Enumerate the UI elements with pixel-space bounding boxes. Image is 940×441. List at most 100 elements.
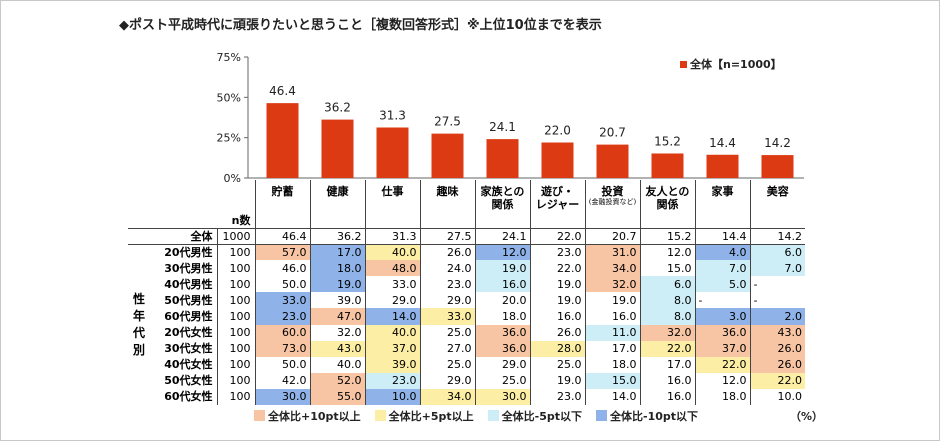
row-label: 50代男性: [164, 293, 213, 307]
table-row-total: 全体 1000 46.4 36.2 31.3 27.5 24.1 22.0 20.7 15.2 14…: [128, 228, 805, 245]
table-cell: 46.4: [254, 228, 310, 245]
table-cell: 7.0: [749, 260, 805, 277]
table-cell: 22.0: [529, 228, 585, 245]
category-header: 仕事: [364, 180, 420, 229]
row-n: 100: [216, 356, 255, 373]
row-n: 100: [216, 276, 255, 293]
table-cell: 31.3: [364, 228, 420, 245]
category-label: 家事: [711, 185, 734, 198]
table-cell: 10.0: [749, 388, 805, 406]
table-row: 30代男性 100 46.0 18.0 48.0 24.0 19.0 22.0 34.0 15.0…: [128, 260, 805, 277]
table-cell: 33.0: [254, 292, 310, 309]
row-label: 60代男性: [164, 310, 213, 324]
table-cell: 30.0: [254, 388, 310, 406]
table-cell: 19.0: [309, 276, 365, 293]
table-cell: 16.0: [474, 276, 530, 293]
y-tick-label: 25%: [217, 132, 241, 145]
n-header: n数: [217, 180, 255, 229]
table-cell: 32.0: [639, 324, 695, 341]
category-label: 関係: [656, 198, 679, 211]
table-cell: 46.0: [254, 260, 310, 277]
table-cell: 15.2: [639, 228, 695, 245]
row-label: 40代女性: [164, 358, 213, 372]
table-cell: 12.0: [639, 244, 695, 261]
table-cell: 27.0: [419, 340, 475, 357]
table-cell: 40.0: [364, 324, 420, 341]
table-cell: 40.0: [309, 356, 365, 373]
category-label: 仕事: [381, 185, 404, 198]
table-cell: 19.0: [529, 292, 585, 309]
table-cell: 16.0: [584, 308, 640, 325]
bar: [651, 153, 684, 178]
table-cell: 29.0: [364, 292, 420, 309]
table-cell: 27.5: [419, 228, 475, 245]
row-label: 30代女性: [164, 342, 213, 356]
chart-title: ◆ポスト平成時代に頑張りたいと思うこと［複数回答形式］※上位10位までを表示: [119, 18, 602, 33]
bar-value-label: 31.3: [379, 109, 406, 123]
table-cell: 7.0: [694, 260, 750, 277]
table-cell: 33.0: [419, 308, 475, 325]
table-cell: 15.0: [639, 260, 695, 277]
table-cell: 52.0: [309, 372, 365, 389]
table-cell: 17.0: [584, 340, 640, 357]
header-blank: [128, 180, 217, 229]
row-label: 全体: [128, 228, 217, 245]
table-cell: 26.0: [529, 324, 585, 341]
table-cell: 37.0: [364, 340, 420, 357]
crosstab-table-wrap: n数 貯蓄 健康 仕事 趣味 家族との 関係 遊び・ レジャー 投資 (金融投資など) 友人との 関係家…: [128, 180, 805, 406]
table-cell: 26.0: [749, 340, 805, 357]
bar: [761, 155, 794, 178]
table-cell: 14.0: [364, 308, 420, 325]
table-cell: 23.0: [419, 276, 475, 293]
highlight-legend-item: 全体比+10pt以上: [254, 408, 361, 424]
table-cell: 18.0: [474, 308, 530, 325]
category-header: 遊び・ レジャー: [529, 180, 585, 229]
table-cell: 12.0: [694, 372, 750, 389]
table-cell: 47.0: [309, 308, 365, 325]
crosstab-table: n数 貯蓄 健康 仕事 趣味 家族との 関係 遊び・ レジャー 投資 (金融投資など) 友人との 関係家…: [128, 180, 805, 406]
highlight-legend-swatch: [487, 410, 499, 421]
bar-value-label: 20.7: [599, 126, 626, 140]
table-cell: 3.0: [694, 308, 750, 325]
category-header: 美容: [749, 180, 805, 229]
highlight-legend-item: 全体比-10pt以下: [596, 408, 698, 424]
row-n: 100: [216, 244, 255, 261]
table-cell: 14.4: [694, 228, 750, 245]
highlight-legend-swatch: [254, 410, 265, 421]
table-cell: 18.0: [584, 356, 640, 373]
table-cell: 36.0: [474, 340, 530, 357]
table-cell: 22.0: [749, 372, 805, 389]
table-cell: 43.0: [749, 324, 805, 341]
row-n: 100: [216, 292, 255, 309]
row-label: 40代男性: [164, 277, 213, 291]
table-cell: 73.0: [254, 340, 310, 357]
table-cell: 24.0: [419, 260, 475, 277]
table-cell: 32.0: [309, 324, 365, 341]
bar-value-label: 27.5: [434, 115, 461, 129]
table-cell: 55.0: [309, 388, 365, 406]
table-cell: 39.0: [364, 356, 420, 373]
category-header: 家族との 関係: [474, 180, 530, 229]
category-label: 友人との: [645, 185, 690, 198]
table-cell: 6.0: [639, 276, 695, 293]
table-cell: 50.0: [254, 276, 310, 293]
table-row: 40代男性 100 50.0 19.0 33.0 23.0 16.0 19.0 32.0 6.0 5…: [128, 276, 805, 293]
table-cell: 2.0: [749, 308, 805, 325]
table-cell: 16.0: [639, 372, 695, 389]
group-label-char: 性: [132, 291, 145, 306]
table-cell: 48.0: [364, 260, 420, 277]
table-cell: 5.0: [694, 276, 750, 293]
row-n: 100: [216, 324, 255, 341]
group-label: 性年代別: [128, 244, 150, 405]
table-cell: 19.0: [529, 276, 585, 293]
group-label-char: 別: [132, 342, 145, 357]
highlight-legend-item: 全体比+5pt以上: [374, 408, 474, 424]
category-label: 遊び・: [541, 185, 574, 198]
category-header: 貯蓄: [254, 180, 310, 229]
table-row: 60代男性 100 23.0 47.0 14.0 33.0 18.0 16.0 16.0 8.0 3…: [128, 308, 805, 325]
category-header: 投資 (金融投資など): [584, 180, 640, 229]
highlight-legend-label: 全体比-10pt以下: [610, 410, 699, 423]
table-cell: 8.0: [639, 292, 695, 309]
category-label: 投資: [601, 185, 624, 198]
table-cell: 57.0: [254, 244, 310, 261]
